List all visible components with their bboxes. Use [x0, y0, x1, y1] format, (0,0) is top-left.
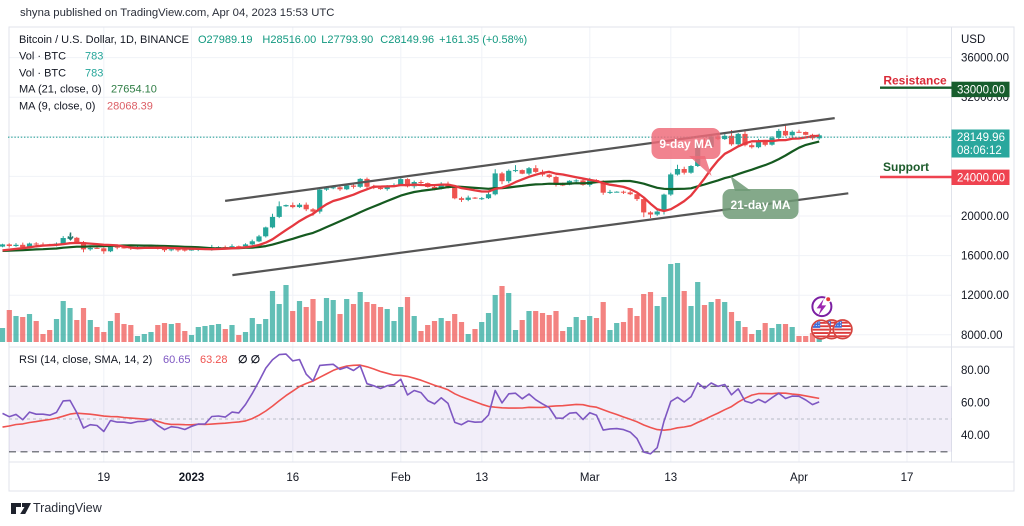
svg-text:Mar: Mar	[580, 472, 600, 484]
svg-text:20000.00: 20000.00	[961, 211, 1009, 223]
svg-text:12000.00: 12000.00	[961, 290, 1009, 302]
svg-text:19: 19	[97, 472, 110, 484]
svg-text:60.00: 60.00	[961, 398, 990, 410]
svg-text:08:06:12: 08:06:12	[957, 145, 1002, 157]
svg-text:Vol · BTC: Vol · BTC	[19, 51, 66, 63]
svg-text:783: 783	[85, 67, 103, 79]
svg-text:Support: Support	[883, 160, 929, 174]
svg-text:∅ ∅: ∅ ∅	[238, 354, 260, 366]
svg-text:24000.00: 24000.00	[957, 172, 1005, 184]
svg-text:RSI (14, close, SMA, 14, 2): RSI (14, close, SMA, 14, 2)	[19, 354, 152, 366]
svg-text:60.65: 60.65	[163, 354, 191, 366]
svg-text:36000.00: 36000.00	[961, 53, 1009, 65]
svg-text:Vol · BTC: Vol · BTC	[19, 67, 66, 79]
svg-text:L27793.90: L27793.90	[321, 34, 373, 46]
svg-text:O27989.19: O27989.19	[198, 34, 252, 46]
svg-text:63.28: 63.28	[200, 354, 228, 366]
svg-text:17: 17	[901, 472, 914, 484]
svg-text:783: 783	[85, 51, 103, 63]
svg-text:16000.00: 16000.00	[961, 251, 1009, 263]
svg-text:MA (21, close, 0): MA (21, close, 0)	[19, 84, 102, 96]
svg-text:40.00: 40.00	[961, 430, 990, 442]
svg-text:C28149.96: C28149.96	[380, 34, 434, 46]
svg-text:8000.00: 8000.00	[961, 330, 1003, 342]
svg-text:H28516.00: H28516.00	[262, 34, 316, 46]
svg-text:9-day MA: 9-day MA	[659, 137, 713, 151]
svg-text:13: 13	[664, 472, 677, 484]
svg-text:Bitcoin / U.S. Dollar, 1D, BIN: Bitcoin / U.S. Dollar, 1D, BINANCE	[19, 34, 189, 46]
svg-text:16: 16	[286, 472, 299, 484]
svg-text:USD: USD	[961, 34, 985, 46]
svg-text:13: 13	[475, 472, 488, 484]
svg-text:MA (9, close, 0): MA (9, close, 0)	[19, 101, 95, 113]
svg-text:TradingView: TradingView	[33, 501, 103, 515]
svg-text:+161.35 (+0.58%): +161.35 (+0.58%)	[439, 34, 527, 46]
svg-text:Resistance: Resistance	[883, 74, 947, 88]
svg-text:33000.00: 33000.00	[957, 85, 1005, 97]
svg-text:Feb: Feb	[391, 472, 411, 484]
svg-text:21-day MA: 21-day MA	[730, 198, 790, 212]
svg-text:Apr: Apr	[790, 472, 808, 484]
svg-text:28068.39: 28068.39	[107, 101, 153, 113]
svg-text:27654.10: 27654.10	[111, 84, 157, 96]
svg-text:80.00: 80.00	[961, 365, 990, 377]
svg-text:28149.96: 28149.96	[957, 132, 1005, 144]
svg-text:2023: 2023	[179, 472, 205, 484]
